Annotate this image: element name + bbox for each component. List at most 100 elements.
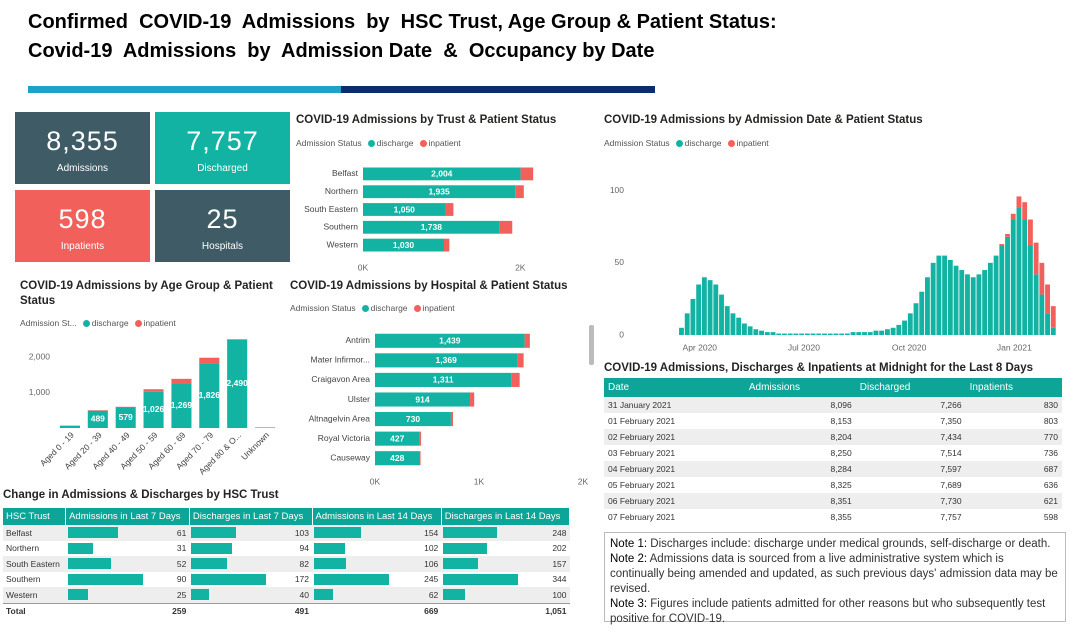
bar [515,185,524,199]
kpi-card: 25 Hospitals [155,190,290,262]
legend-swatch [82,320,90,327]
legend-item: inpatient [419,138,461,148]
legend-title: Admission Status [604,138,670,148]
legend: Admission Status discharge inpatient [296,138,467,148]
total-cell: Total [3,602,66,619]
note-text: Figures include patients admitted for ot… [610,598,1046,625]
table-cell: 8,250 [830,448,852,458]
bar [987,262,993,335]
data-label: 427 [390,433,404,443]
cell-value: 40 [299,589,309,600]
legend-swatch [361,305,369,312]
bar [363,220,500,234]
table-title: Change in Admissions & Discharges by HSC… [3,489,279,501]
cell-bar [443,542,488,554]
table-cell: 52 [65,556,190,572]
table-cell: Belfast [3,525,66,541]
bar [1045,313,1050,335]
bar [719,294,724,335]
bar [1005,236,1010,335]
total-cell: 1,051 [441,602,570,619]
x-tick-label: Apr 2020 [683,342,718,352]
bar [782,333,787,335]
table-cell: 157 [441,556,570,572]
legend-label: inpatient [736,138,769,148]
bar [930,262,936,335]
cell-bar [67,558,111,569]
data-label: 1,026 [143,404,165,414]
table-row: 03 February 2021 8,250 7,514 736 [604,445,1062,461]
y-tick-label: Belfast [332,168,359,178]
table-cell: 06 February 2021 [604,493,745,509]
chart-title: COVID-19 Admissions by Age Group & Patie… [20,280,273,307]
table-cell: 7,514 [940,448,962,458]
bar [690,298,696,335]
bar [517,353,524,368]
table-total-row: Total 259 491 669 1,051 [3,602,570,619]
bar [896,324,902,335]
bar [879,330,885,335]
cell-bar [314,542,346,554]
data-label: 2,004 [431,169,453,179]
legend-label: discharge [370,303,408,313]
bar [707,280,713,335]
table-cell: 636 [1043,480,1058,490]
bar [1016,207,1022,335]
kpi-card: 8,355 Admissions [15,112,150,184]
cell-bar [314,589,333,600]
bar [799,333,805,335]
bar [747,326,753,335]
bar [375,333,525,348]
y-tick-label: 1,000 [29,387,51,397]
bar [810,333,816,335]
bar [59,425,80,428]
bar [1010,213,1016,220]
table-cell: 770 [965,429,1062,445]
legend-swatch [367,140,375,147]
table-cell: Western [3,587,66,603]
y-tick-label: Northern [325,186,358,196]
table-cell: 7,689 [940,480,962,490]
table-row: South Eastern 52 82 106 157 [3,556,570,572]
total-cell: 491 [189,602,312,619]
bar [524,333,530,348]
bar [363,167,521,181]
column-header: Admissions [744,378,856,397]
legend-label: inpatient [422,303,455,313]
legend-item: inpatient [134,318,176,328]
bar [936,255,942,335]
cell-value: 52 [176,558,187,569]
cell-bar [191,573,267,585]
total-cell: 259 [65,602,190,619]
bar [470,392,475,407]
cell-bar [443,589,466,600]
table-row: 06 February 2021 8,351 7,730 621 [604,493,1062,509]
bar [511,372,520,387]
y-tick-label: 2,000 [29,351,51,361]
cell-value: 103 [294,527,309,538]
table-cell: 202 [441,541,569,557]
legend: Admission Status discharge inpatient [604,138,775,148]
cell-bar [191,542,233,554]
x-tick-label: 2K [515,262,526,272]
bar [867,332,873,335]
table-cell: 7,730 [855,493,966,509]
kpi-value: 25 [206,204,239,234]
table-cell: 172 [189,572,312,588]
legend-title: Admission St... [20,318,77,328]
scrollbar [589,325,594,365]
cell-value: 94 [299,543,309,554]
y-tick-label: Western [327,239,359,249]
chart: 0K 2K Belfast 2,004 Northern 1,935 South Easte… [304,167,534,272]
bar [862,332,867,335]
bar [1016,196,1022,208]
cell-value: 82 [299,558,309,569]
column-header: Admissions in Last 7 Days [65,508,190,525]
bar [793,333,799,335]
cell-value: 154 [424,527,439,538]
table-cell: 03 February 2021 [608,448,676,458]
table-cell: 61 [65,525,190,541]
x-tick-label: 0K [358,262,369,272]
table-cell: 31 January 2021 [604,397,745,413]
cell-value: 90 [176,574,187,585]
